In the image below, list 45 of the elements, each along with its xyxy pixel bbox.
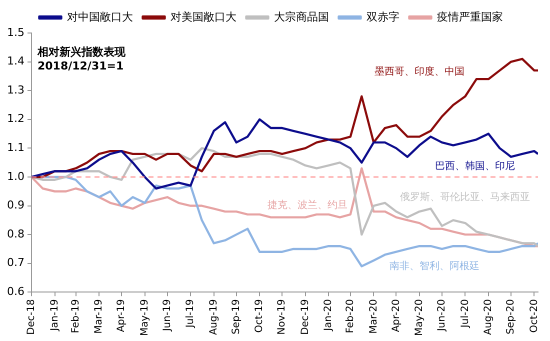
x-tick-label: Jul-19	[185, 299, 196, 329]
y-tick-label: 0.9	[6, 198, 24, 212]
y-tick-label: 1.5	[6, 26, 24, 39]
x-tick-label: Apr-19	[116, 299, 128, 332]
x-tick-label: Nov-19	[276, 299, 288, 335]
x-tick-label: Jan-19	[49, 299, 60, 332]
legend-label: 大宗商品国	[274, 10, 329, 24]
y-tick-label: 0.6	[6, 285, 24, 298]
x-tick-label: Aug-20	[483, 299, 494, 336]
x-tick-label: Mar-19	[94, 299, 105, 334]
x-tick-label: Jan-20	[323, 299, 334, 332]
x-tick-label: May-19	[139, 299, 150, 336]
x-tick-label: Oct-20	[528, 299, 540, 333]
x-tick-label: Feb-20	[345, 299, 356, 334]
annotation: 墨西哥、印度、中国	[374, 65, 464, 78]
y-tick-label: 1.3	[6, 83, 24, 96]
y-tick-label: 1.1	[6, 141, 24, 154]
y-tick-label: 0.8	[6, 227, 24, 240]
x-tick-label: May-20	[414, 299, 426, 336]
y-tick-label: 1.2	[6, 112, 24, 126]
annotation: 2018/12/31=1	[37, 59, 124, 72]
x-tick-label: Oct-19	[254, 299, 266, 333]
x-tick-label: Sep-19	[230, 299, 242, 334]
x-tick-label: Aug-19	[208, 299, 220, 336]
annotation: 捷克、波兰、约旦	[268, 198, 348, 211]
legend-label: 对中国敞口大	[66, 10, 133, 24]
x-tick-label: Jun-19	[162, 299, 173, 332]
x-tick-label: Apr-20	[390, 299, 402, 332]
y-tick-label: 0.7	[6, 256, 24, 270]
annotation: 相对新兴指数表现	[36, 45, 126, 58]
annotation: 南非、智利、阿根廷	[390, 260, 480, 272]
x-tick-label: Jun-20	[436, 299, 448, 332]
legend-label: 对美国敞口大	[170, 10, 236, 24]
x-tick-label: Jul-20	[460, 299, 471, 329]
legend-label: 疫情严重国家	[436, 10, 503, 24]
annotation: 俄罗斯、哥伦比亚、马来西亚	[400, 191, 530, 204]
annotation: 巴西、韩国、印尼	[435, 160, 516, 172]
y-tick-label: 1.4	[6, 54, 24, 68]
x-tick-label: Mar-20	[368, 299, 380, 334]
x-tick-label: Feb-19	[70, 299, 82, 334]
legend-label: 双赤字	[366, 10, 400, 24]
x-tick-label: Dec-19	[300, 299, 311, 335]
x-tick-label: Dec-18	[26, 299, 38, 335]
y-tick-label: 1.0	[6, 170, 24, 183]
x-tick-label: Sep-20	[506, 299, 517, 334]
